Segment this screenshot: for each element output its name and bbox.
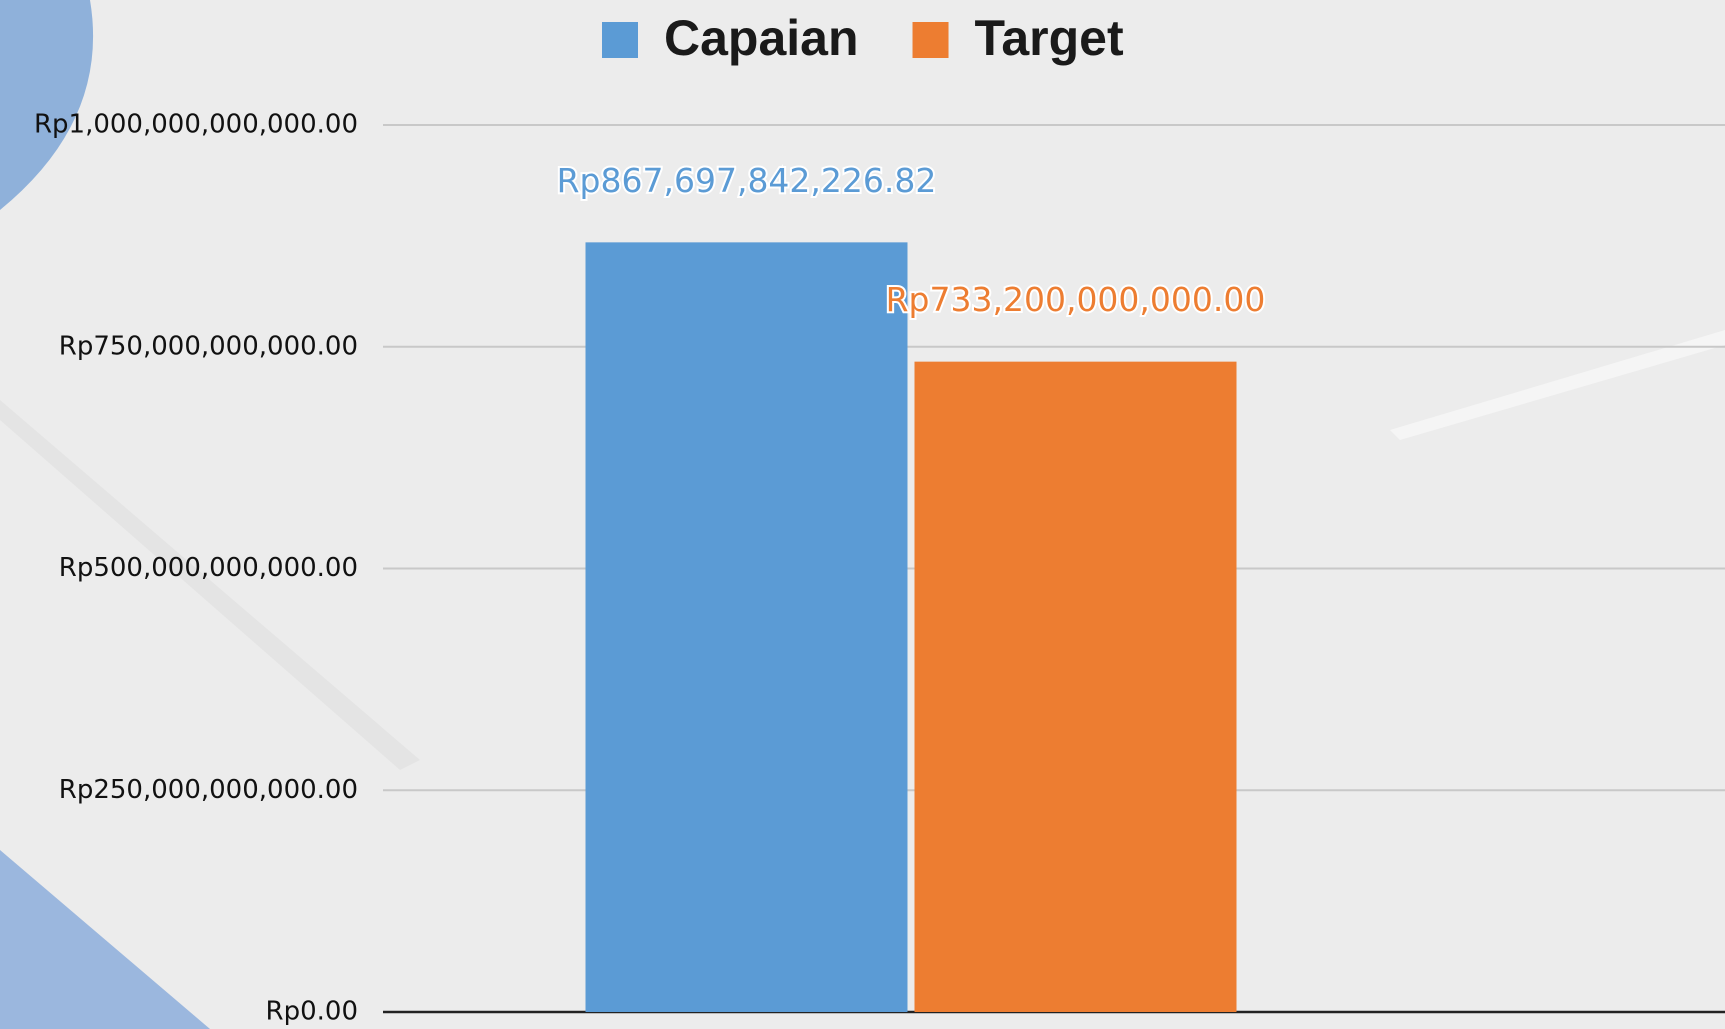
data-label: Rp867,697,842,226.82 — [557, 161, 937, 200]
y-tick-label: Rp250,000,000,000.00 — [59, 775, 358, 805]
legend-label: Target — [975, 10, 1124, 66]
y-tick-label: Rp1,000,000,000,000.00 — [34, 110, 358, 140]
y-tick-label: Rp500,000,000,000.00 — [59, 553, 358, 583]
y-tick-label: Rp0.00 — [266, 997, 358, 1027]
decor-shape — [1390, 330, 1725, 440]
y-tick-label: Rp750,000,000,000.00 — [59, 331, 358, 361]
legend-label: Capaian — [664, 10, 859, 66]
decor-shape — [0, 400, 420, 770]
legend-swatch — [602, 22, 638, 58]
bar — [914, 361, 1237, 1012]
legend-swatch — [912, 22, 949, 58]
decor-shape — [0, 0, 94, 210]
bar — [585, 242, 908, 1012]
data-label: Rp733,200,000,000.00 — [886, 280, 1266, 319]
decor-shape — [0, 850, 210, 1029]
